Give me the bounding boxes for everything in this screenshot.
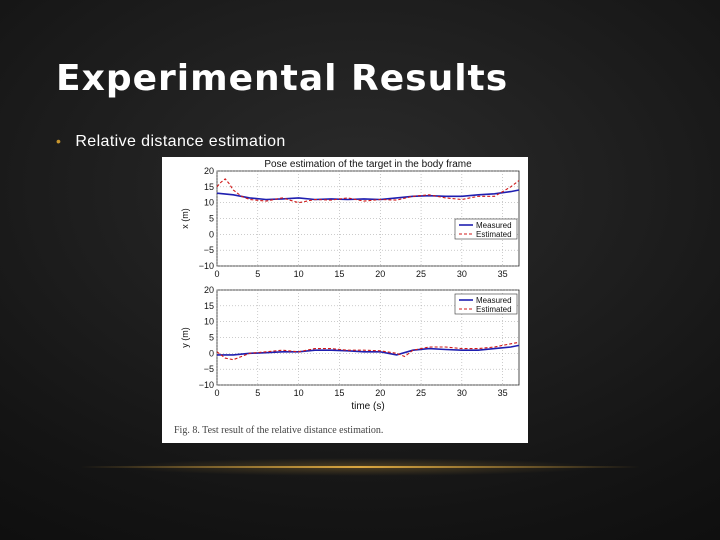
- x-tick-label: 0: [214, 269, 219, 279]
- x-tick-label: 30: [457, 269, 467, 279]
- legend-label: Estimated: [476, 230, 512, 239]
- series-line-estimated: [216, 178, 520, 204]
- y-tick-label: 20: [204, 166, 214, 176]
- y-tick-label: −5: [204, 364, 214, 374]
- bullet-dot-icon: •: [56, 133, 62, 149]
- chart-title: Pose estimation of the target in the bod…: [264, 159, 472, 170]
- y-tick-label: 10: [204, 317, 214, 327]
- x-tick-label: 15: [334, 269, 344, 279]
- slide-title: Experimental Results: [56, 58, 509, 99]
- y-tick-label: 0: [209, 348, 214, 358]
- x-tick-label: 20: [375, 388, 385, 398]
- series-line-measured: [216, 189, 520, 201]
- x-tick-label: 0: [214, 388, 219, 398]
- x-axis-label: time (s): [351, 401, 384, 412]
- y-tick-label: 15: [204, 182, 214, 192]
- y-tick-label: 5: [209, 214, 214, 224]
- legend-label: Measured: [476, 221, 512, 230]
- figure-image: 0 5 10 15 20 25 30 35 −10 −5 0 5 10 15 20 Measured Estim…: [162, 157, 528, 443]
- y-axis-label: y (m): [180, 327, 190, 348]
- x-tick-label: 25: [416, 269, 426, 279]
- figure-chart: 0 5 10 15 20 25 30 35−10−505101520MeasuredEstim…: [180, 159, 520, 412]
- x-tick-label: 5: [255, 388, 260, 398]
- y-tick-label: 0: [209, 229, 214, 239]
- y-tick-label: 20: [204, 285, 214, 295]
- x-tick-label: 10: [294, 269, 304, 279]
- bullet-item: • Relative distance estimation: [56, 133, 286, 151]
- series-line-measured: [217, 344, 520, 356]
- legend-label: Measured: [476, 296, 512, 305]
- figure-caption: Fig. 8. Test result of the relative dist…: [174, 425, 384, 436]
- y-tick-label: 10: [204, 198, 214, 208]
- divider-line: [80, 466, 640, 468]
- y-tick-label: 15: [204, 301, 214, 311]
- y-tick-label: 5: [209, 333, 214, 343]
- y-tick-label: −10: [199, 380, 214, 390]
- series-line-estimated: [216, 341, 520, 361]
- x-tick-label: 35: [498, 388, 508, 398]
- y-axis-label: x (m): [180, 208, 190, 229]
- x-tick-label: 15: [334, 388, 344, 398]
- x-tick-label: 5: [255, 269, 260, 279]
- x-tick-label: 30: [457, 388, 467, 398]
- x-tick-label: 35: [498, 269, 508, 279]
- bullet-text: Relative distance estimation: [75, 133, 286, 150]
- x-tick-label: 20: [375, 269, 385, 279]
- legend-label: Estimated: [476, 305, 512, 314]
- x-tick-label: 25: [416, 388, 426, 398]
- x-tick-label: 10: [294, 388, 304, 398]
- y-tick-label: −5: [204, 245, 214, 255]
- y-tick-label: −10: [199, 261, 214, 271]
